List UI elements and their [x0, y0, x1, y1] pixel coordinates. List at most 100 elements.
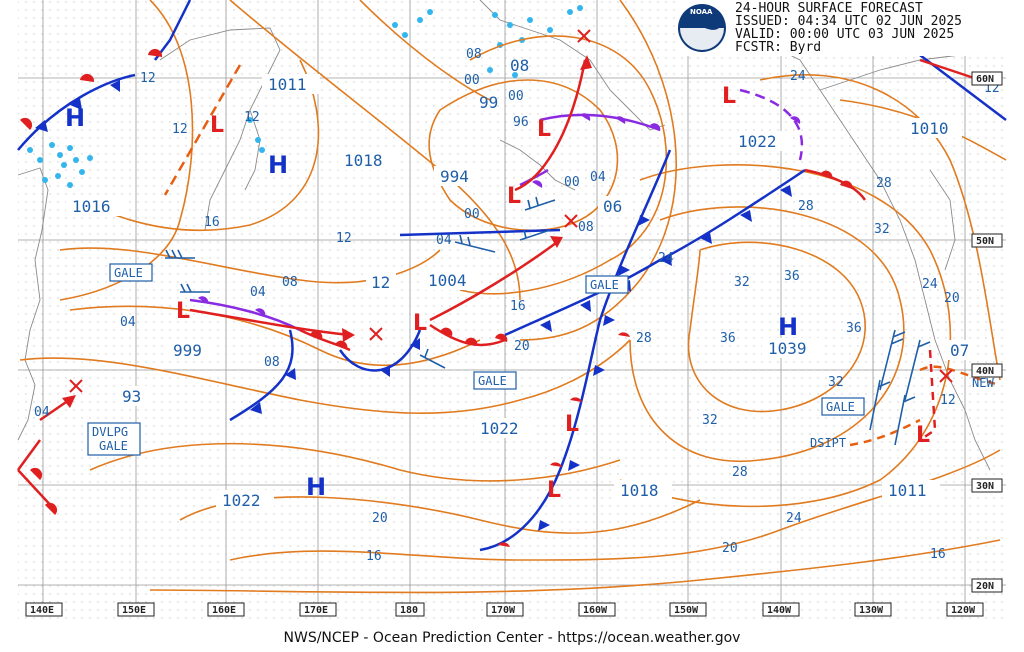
lat-tick: 40N: [976, 366, 994, 377]
lon-tick: 160W: [583, 605, 608, 616]
isobar-label: 12: [244, 110, 260, 125]
isobar-label: 16: [930, 547, 946, 562]
isobar-label: 28: [798, 199, 814, 214]
isobar-label: 28: [732, 465, 748, 480]
isobar-label: 32: [828, 375, 844, 390]
high-center-2: H: [268, 151, 288, 179]
low-center-2: L: [176, 299, 190, 324]
isobar-label: 16: [366, 549, 382, 564]
gale-tag-2: GALE: [590, 278, 619, 292]
pressure-1011a: 1011: [268, 75, 307, 94]
isobar-label: 24: [790, 69, 806, 84]
isobar-label: 32: [734, 275, 750, 290]
lon-tick: 160E: [212, 605, 236, 616]
gale-tag-3: GALE: [478, 374, 507, 388]
pressure-1016: 1016: [72, 197, 111, 216]
isobar-label: 28: [636, 331, 652, 346]
low-pressure-centers: L L L L L L L L L: [176, 84, 930, 503]
isobar-label: 04: [34, 405, 50, 420]
isobar-label: 08: [282, 275, 298, 290]
low-center-7: L: [565, 412, 579, 437]
low-center-9: L: [916, 423, 930, 448]
pressure-06: 06: [603, 197, 622, 216]
low-center-8: L: [547, 478, 561, 503]
pressure-93: 93: [122, 387, 141, 406]
pressure-1004: 1004: [428, 271, 467, 290]
pressure-994: 994: [440, 167, 469, 186]
isobar-label: 04: [250, 285, 266, 300]
lon-tick: 130W: [859, 605, 884, 616]
pressure-08: 08: [510, 56, 529, 75]
isobar-label: 16: [510, 299, 526, 314]
isobar-label: 08: [466, 47, 482, 62]
header-line-1: 24-HOUR SURFACE FORECAST: [735, 1, 923, 16]
latitude-ticks: 60N 50N 40N 30N 20N: [971, 71, 1003, 593]
isobar-label: 32: [702, 413, 718, 428]
pressure-1022a: 1022: [738, 132, 777, 151]
isobar-label: 20: [722, 541, 738, 556]
footer-credit: NWS/NCEP - Ocean Prediction Center - htt…: [283, 630, 741, 646]
dsipt-tag: DSIPT: [810, 436, 846, 450]
gale-tag-1: GALE: [114, 266, 143, 280]
isobar-label: 08: [578, 220, 594, 235]
sea-ice-markers: [27, 5, 583, 188]
isobar-label: 12: [140, 71, 156, 86]
isobar-label: 20: [944, 291, 960, 306]
lon-tick: 120W: [951, 605, 976, 616]
lon-tick: 170W: [491, 605, 516, 616]
pressure-1018b: 1018: [620, 481, 659, 500]
isobar-label: 12: [172, 122, 188, 137]
pressure-1039: 1039: [768, 339, 807, 358]
warning-tags: GALE GALE GALE GALE DVLPG GALE DSIPT NEW: [87, 263, 994, 456]
lon-tick: 140E: [30, 605, 54, 616]
high-center-1: H: [65, 104, 85, 132]
pressure-1018a: 1018: [344, 151, 383, 170]
pressure-1022b: 1022: [480, 419, 519, 438]
isobar-label: 24: [658, 251, 674, 266]
pressure-labels: 1011 1018 1016 994 99 1022 1010 1004 12 …: [66, 56, 975, 510]
low-center-3: L: [413, 311, 427, 336]
high-center-4: H: [306, 473, 326, 501]
isobar-label: 04: [436, 233, 452, 248]
pressure-1022c: 1022: [222, 491, 261, 510]
isobar-label: 00: [464, 207, 480, 222]
dvlpg-gale-tag: GALE: [99, 439, 128, 453]
lon-tick: 180: [400, 605, 418, 616]
high-center-3: H: [778, 313, 798, 341]
isobar-label: 28: [876, 176, 892, 191]
pressure-12: 12: [371, 273, 390, 292]
pressure-1010: 1010: [910, 119, 949, 138]
lon-tick: 170E: [304, 605, 328, 616]
isobar-label: 00: [564, 175, 580, 190]
isobar-label: 08: [264, 355, 280, 370]
pressure-1011b: 1011: [888, 481, 927, 500]
lat-tick: 50N: [976, 236, 994, 247]
low-center-6: L: [722, 84, 736, 109]
isobar-label: 12: [940, 393, 956, 408]
isobar-labels: 12 12 12 16 12 08 04 04 08 00 00 96 04 0…: [34, 47, 1000, 564]
pressure-999: 999: [173, 341, 202, 360]
header-line-3: VALID: 00:00 UTC 03 JUN 2025: [735, 27, 954, 42]
lat-tick: 20N: [976, 581, 994, 592]
isobar-label: 00: [464, 73, 480, 88]
lon-tick: 150W: [674, 605, 699, 616]
wind-barbs: [165, 196, 931, 446]
isobar-label: 04: [590, 170, 606, 185]
lon-tick: 140W: [767, 605, 792, 616]
high-pressure-centers: H H H H: [65, 104, 798, 501]
header-line-4: FCSTR: Byrd: [735, 40, 821, 55]
isobar-label: 24: [922, 277, 938, 292]
isobar-label: 20: [514, 339, 530, 354]
dvlpg-tag: DVLPG: [92, 425, 128, 439]
header-line-2: ISSUED: 04:34 UTC 02 JUN 2025: [735, 14, 962, 29]
lat-tick: 30N: [976, 481, 994, 492]
forecast-header: NOAA 24-HOUR SURFACE FORECAST ISSUED: 04…: [676, 0, 1006, 56]
lon-tick: 150E: [122, 605, 146, 616]
low-center-5: L: [537, 117, 551, 142]
isobar-label: 36: [720, 331, 736, 346]
isobar-label: 36: [784, 269, 800, 284]
isobar-label: 96: [513, 115, 529, 130]
longitude-ticks: 140E 150E 160E 170E 180 170W 160W 150W 1…: [25, 602, 984, 617]
low-center-1: L: [210, 113, 224, 138]
